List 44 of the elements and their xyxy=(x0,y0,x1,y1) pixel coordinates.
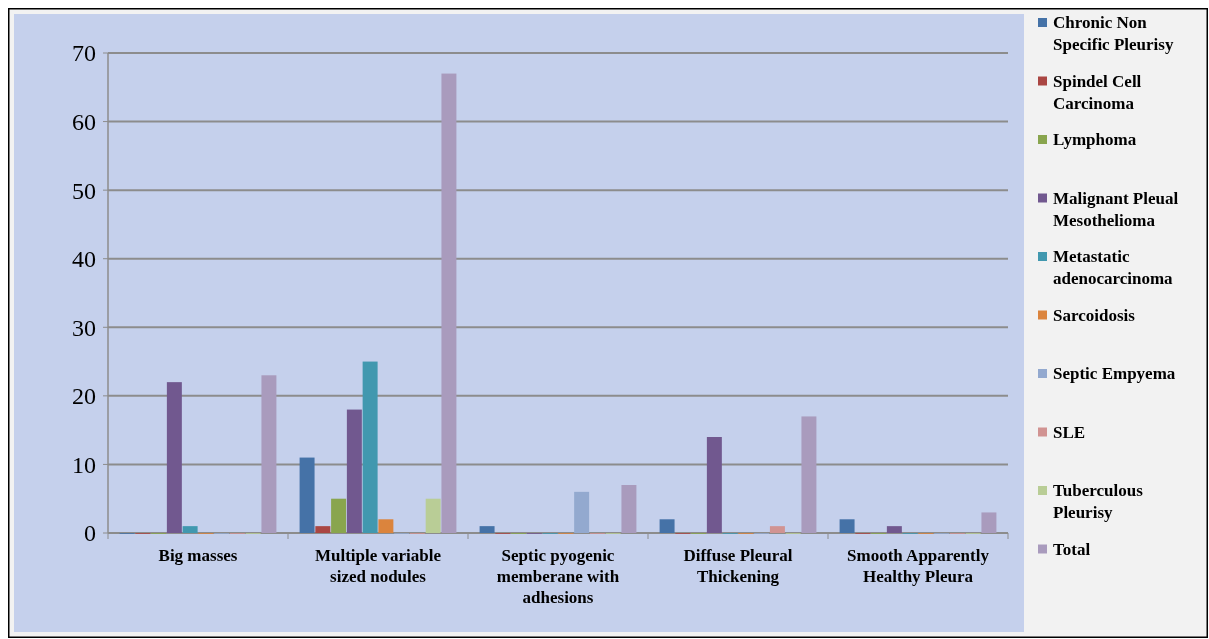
legend-label: SLE xyxy=(1053,422,1086,442)
bar xyxy=(261,375,277,533)
legend-label: Malignant Pleual Mesothelioma xyxy=(1053,188,1179,230)
y-tick-label: 40 xyxy=(72,246,96,273)
bar xyxy=(182,526,198,533)
legend-label: Lymphoma xyxy=(1053,130,1137,149)
legend-label: Spindel Cell Carcinoma xyxy=(1053,71,1142,113)
y-tick-label: 20 xyxy=(72,383,96,410)
bar xyxy=(346,409,362,533)
bar xyxy=(299,457,315,533)
bar xyxy=(839,519,855,533)
y-tick-label: 50 xyxy=(72,177,96,204)
legend-label: Metastatic adenocarcinoma xyxy=(1053,247,1174,288)
bar xyxy=(801,416,817,533)
bar xyxy=(479,526,495,533)
bar xyxy=(886,526,902,533)
x-tick-label: Big masses xyxy=(158,546,238,565)
bar xyxy=(362,361,378,533)
bar xyxy=(621,485,637,533)
bar xyxy=(441,73,457,533)
bar xyxy=(574,491,590,533)
legend-label: Total xyxy=(1053,539,1091,559)
bar xyxy=(378,519,394,533)
bar xyxy=(706,437,722,533)
y-tick-label: 10 xyxy=(72,451,96,478)
bar xyxy=(425,498,441,533)
y-tick-label: 70 xyxy=(72,40,96,67)
bar xyxy=(331,498,347,533)
y-tick-label: 30 xyxy=(72,314,96,341)
legend-label: Tuberculous Pleurisy xyxy=(1053,481,1144,522)
bar xyxy=(659,519,675,533)
bar xyxy=(981,512,997,533)
bar xyxy=(315,526,331,533)
x-tick-label: Multiple variable sized nodules xyxy=(314,546,442,586)
x-tick-label: Diffuse Pleural Thickening xyxy=(683,546,793,586)
legend-label: Septic Empyema xyxy=(1053,364,1176,383)
bar xyxy=(166,382,182,533)
x-tick-label: Septic pyogenic memberane with adhesions xyxy=(496,546,620,607)
y-tick-label: 60 xyxy=(72,108,96,135)
bar xyxy=(769,526,785,533)
legend-label: Chronic Non Specific Pleurisy xyxy=(1053,13,1174,54)
legend-label: Sarcoidosis xyxy=(1053,305,1136,325)
x-tick-label: Smooth Apparently Healthy Pleura xyxy=(847,546,990,586)
y-tick-label: 0 xyxy=(84,520,96,547)
